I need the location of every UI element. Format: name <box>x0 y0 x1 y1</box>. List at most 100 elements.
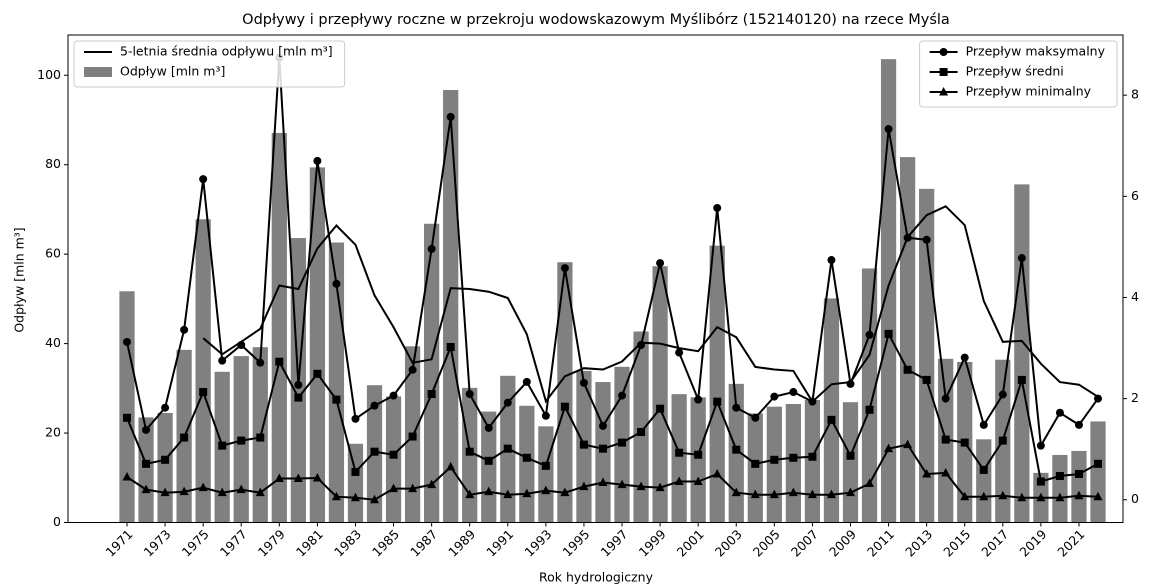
marker-circle <box>541 411 550 420</box>
marker-square <box>161 455 170 464</box>
marker-triangle <box>826 489 836 499</box>
bar <box>785 403 801 523</box>
marker-circle <box>941 394 950 403</box>
bar <box>652 266 668 523</box>
bar <box>1071 450 1087 523</box>
marker-triangle <box>617 479 627 489</box>
chart-title: Odpływy i przepływy roczne w przekroju w… <box>242 12 950 28</box>
marker-circle <box>656 259 665 268</box>
marker-triangle <box>750 489 760 499</box>
marker-square <box>1017 375 1026 384</box>
marker-circle <box>161 403 170 412</box>
x-tick-label: 2001 <box>674 526 707 559</box>
marker-square <box>808 452 817 461</box>
marker-circle <box>1036 441 1045 450</box>
marker-square <box>865 405 874 414</box>
marker-circle <box>123 337 131 346</box>
marker-triangle <box>503 489 513 499</box>
marker-square <box>656 404 665 413</box>
bar <box>842 402 859 523</box>
marker-circle <box>903 233 912 242</box>
bar <box>1052 454 1068 523</box>
marker-triangle <box>941 467 951 477</box>
y-tick-label: 20 <box>45 425 61 440</box>
x-tick-label: 1973 <box>141 526 174 559</box>
marker-square <box>1074 469 1083 478</box>
marker-circle <box>808 397 817 406</box>
marker-square <box>751 459 760 468</box>
marker-triangle <box>522 488 532 498</box>
marker-square <box>294 393 303 402</box>
marker-square <box>694 450 703 459</box>
marker-circle <box>979 420 988 429</box>
x-tick-label: 1991 <box>483 526 516 559</box>
marker-circle <box>256 358 265 367</box>
marker-triangle <box>179 486 189 496</box>
x-tick-label: 1995 <box>559 526 592 559</box>
bar <box>823 298 840 523</box>
legend-box <box>73 40 346 88</box>
marker-circle <box>960 353 969 362</box>
marker-square <box>713 397 722 406</box>
marker-square <box>1036 477 1045 486</box>
marker-square <box>941 435 950 444</box>
marker-square <box>922 375 931 384</box>
marker-circle <box>998 390 1007 399</box>
marker-circle <box>1074 420 1083 429</box>
marker-square <box>199 388 208 397</box>
bar <box>861 268 878 523</box>
marker-triangle <box>236 484 246 494</box>
bar <box>157 412 173 523</box>
marker-square <box>560 402 569 411</box>
marker-circle <box>789 388 798 397</box>
marker-triangle <box>274 473 284 483</box>
x-tick-label: 1977 <box>217 526 250 559</box>
marker-triangle <box>408 483 418 493</box>
x-tick-label: 2017 <box>978 526 1011 559</box>
marker-square <box>1094 459 1102 468</box>
marker-square <box>827 415 836 424</box>
marker-triangle <box>541 485 551 495</box>
marker-circle <box>827 256 836 265</box>
bar <box>195 219 211 523</box>
marker-circle <box>560 264 569 273</box>
marker-circle <box>370 401 379 410</box>
marker-triangle <box>331 491 341 501</box>
y-tick-label: 60 <box>45 246 61 261</box>
marker-square <box>218 441 227 450</box>
legend-label: Odpływ [mln m³] <box>120 64 225 79</box>
bar <box>443 90 459 523</box>
marker-square <box>142 459 151 468</box>
marker-circle <box>939 48 948 56</box>
x-tick-label: 1981 <box>293 526 326 559</box>
marker-square <box>732 445 741 454</box>
marker-square <box>846 451 855 460</box>
marker-triangle <box>1093 491 1103 501</box>
y2-tick-label: 2 <box>1131 390 1139 405</box>
marker-triangle <box>998 490 1008 500</box>
marker-square <box>979 465 988 474</box>
marker-square <box>770 455 779 464</box>
marker-triangle <box>217 487 227 497</box>
marker-triangle <box>141 484 151 494</box>
marker-circle <box>180 325 189 334</box>
marker-circle <box>503 398 512 407</box>
marker-square <box>618 438 627 447</box>
marker-triangle <box>560 487 570 497</box>
x-tick-label: 2009 <box>826 526 859 559</box>
marker-triangle <box>674 476 684 486</box>
bar <box>1014 184 1030 523</box>
marker-triangle <box>350 492 360 502</box>
y-tick-label: 40 <box>45 335 61 350</box>
legend-label: 5-letnia średnia odpływu [mln m³] <box>120 44 333 59</box>
marker-square <box>579 440 588 449</box>
legend-box <box>919 40 1118 108</box>
marker-circle <box>294 380 303 389</box>
marker-circle <box>922 235 931 244</box>
y-tick-label: 100 <box>37 67 61 82</box>
marker-triangle <box>884 443 894 453</box>
marker-square <box>484 456 493 465</box>
series-line <box>202 205 1099 404</box>
series-line <box>126 443 1099 501</box>
marker-circle <box>465 390 474 399</box>
